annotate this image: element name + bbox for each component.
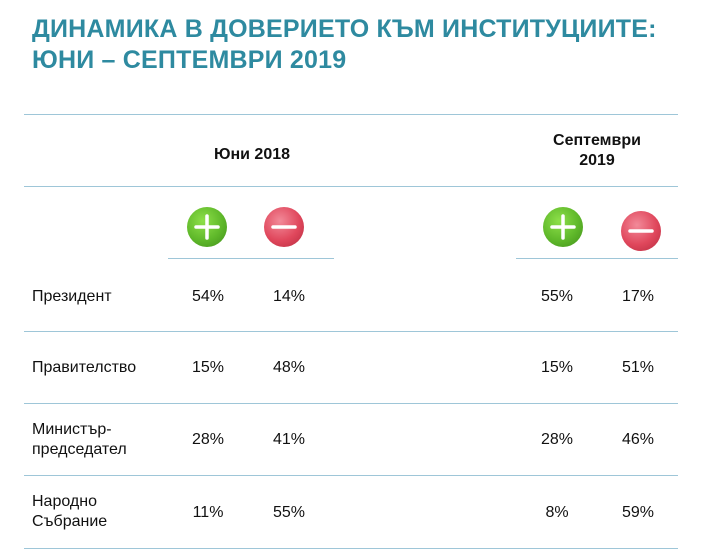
cell-value: 41%	[272, 431, 306, 448]
row-label-parliament: Народно Събрание	[32, 493, 108, 530]
period-header-june-2018: Юни 2018	[213, 146, 291, 163]
cell-value: 15%	[540, 359, 574, 376]
cell-value: 8%	[545, 504, 569, 521]
cell-value: 55%	[272, 504, 306, 521]
rule-row-1	[24, 331, 678, 332]
cell-value: 59%	[621, 504, 655, 521]
minus-icon	[621, 211, 661, 251]
row-label-president: Президент	[32, 288, 112, 305]
rule-row-2	[24, 403, 678, 404]
plus-icon	[543, 207, 583, 247]
cell-value: 17%	[621, 288, 655, 305]
rule-icons-left	[168, 258, 334, 259]
cell-value: 11%	[192, 504, 224, 521]
period-header-september-2019: Септември 2019	[553, 132, 641, 169]
title-line-1: ДИНАМИКА В ДОВЕРИЕТО КЪМ ИНСТИТУЦИИТЕ:	[32, 15, 657, 43]
cell-value: 48%	[272, 359, 306, 376]
rule-header	[24, 186, 678, 187]
rule-icons-right	[516, 258, 678, 259]
rule-bottom	[24, 548, 678, 549]
cell-value: 55%	[540, 288, 574, 305]
cell-value: 15%	[191, 359, 225, 376]
rule-row-3	[24, 475, 678, 476]
cell-value: 14%	[272, 288, 306, 305]
title-line-2: ЮНИ – СЕПТЕМВРИ 2019	[32, 46, 347, 74]
minus-icon	[264, 207, 304, 247]
plus-icon	[187, 207, 227, 247]
cell-value: 46%	[621, 431, 655, 448]
row-label-prime-minister: Министър- председател	[32, 421, 127, 458]
cell-value: 28%	[540, 431, 574, 448]
page-title: ДИНАМИКА В ДОВЕРИЕТО КЪМ ИНСТИТУЦИИТЕ: Ю…	[32, 14, 712, 76]
cell-value: 54%	[191, 288, 225, 305]
cell-value: 51%	[621, 359, 655, 376]
rule-top	[24, 114, 678, 115]
row-label-government: Правителство	[32, 359, 137, 376]
cell-value: 28%	[191, 431, 225, 448]
